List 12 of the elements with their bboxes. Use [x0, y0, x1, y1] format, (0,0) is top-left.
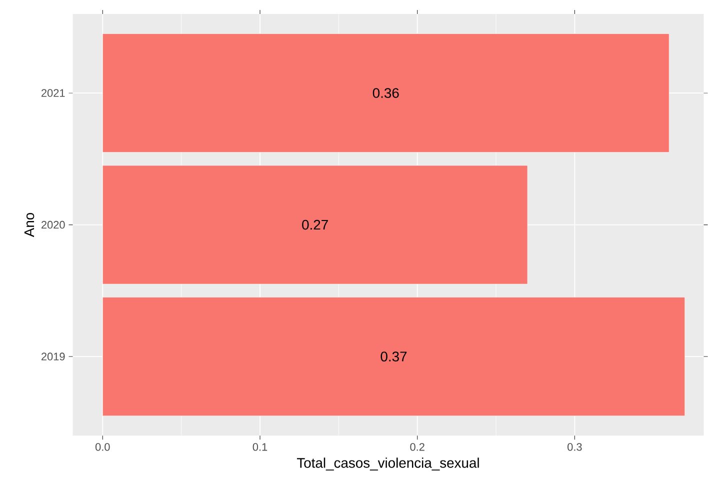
x-tick-label: 0.0 [95, 442, 110, 451]
y-axis-title: Ano [24, 212, 34, 237]
y-tick-label: 2020 [42, 220, 65, 228]
data-label: 0.37 [380, 351, 407, 362]
data-label: 0.27 [302, 220, 328, 230]
x-tick-label: 0.3 [568, 442, 582, 451]
x-axis-title: Total_casos_violencia_sexual [296, 457, 479, 470]
y-tick-label: 2021 [42, 88, 65, 97]
x-tick-label: 0.1 [252, 442, 268, 451]
x-tick-label: 0.2 [410, 442, 424, 451]
y-tick-label: 2019 [42, 352, 65, 360]
data-label: 0.36 [372, 88, 399, 98]
